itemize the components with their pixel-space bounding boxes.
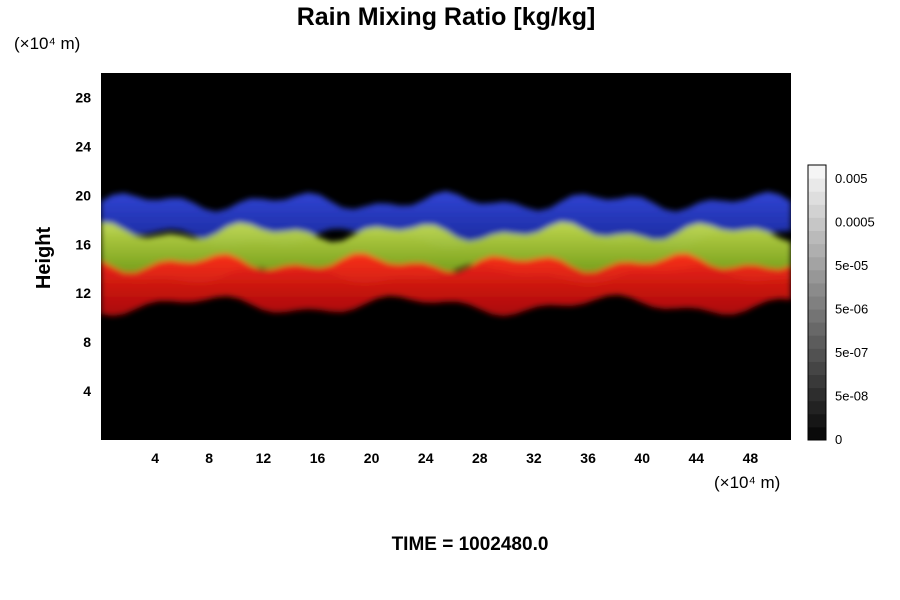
x-tick-label: 36 <box>580 450 596 466</box>
colorbar-swatch <box>808 309 826 323</box>
colorbar-swatch <box>808 387 826 402</box>
x-tick-label: 44 <box>689 450 705 466</box>
x-tick-label: 8 <box>205 450 213 466</box>
colorbar-swatch <box>808 374 826 389</box>
colorbar-swatch <box>808 322 826 336</box>
colorbar-label: 5e-08 <box>835 389 868 404</box>
colorbar: 0.005 0.0005 5e-05 5e-06 5e-07 5e-08 0 <box>807 164 875 447</box>
colorbar-swatch <box>808 335 826 349</box>
x-tick-label: 4 <box>151 450 159 466</box>
colorbar-swatch <box>808 296 826 310</box>
y-tick-label: 12 <box>75 285 91 301</box>
y-tick-label: 28 <box>75 90 91 106</box>
colorbar-swatch <box>808 413 826 428</box>
field-layers <box>101 191 791 317</box>
x-tick-label: 24 <box>418 450 434 466</box>
x-axis: 4 8 12 16 20 24 28 32 36 40 44 48 <box>151 450 758 466</box>
y-tick-label: 8 <box>83 334 91 350</box>
chart-title: Rain Mixing Ratio [kg/kg] <box>297 3 596 31</box>
colorbar-swatch <box>808 230 826 245</box>
colorbar-frame <box>807 164 827 441</box>
colorbar-swatch <box>808 178 826 192</box>
layer-lower <box>101 253 791 317</box>
colorbar-swatch <box>808 256 826 271</box>
colorbar-label: 0.005 <box>835 171 868 186</box>
x-tick-label: 28 <box>472 450 488 466</box>
colorbar-swatch <box>808 269 826 284</box>
colorbar-swatch <box>808 243 826 258</box>
colorbar-swatch <box>808 400 826 415</box>
x-tick-label: 12 <box>256 450 272 466</box>
colorbar-label: 5e-05 <box>835 258 868 273</box>
x-tick-label: 16 <box>310 450 326 466</box>
colorbar-swatch <box>808 165 826 179</box>
y-tick-label: 16 <box>75 236 91 252</box>
x-tick-label: 20 <box>364 450 380 466</box>
x-tick-label: 48 <box>743 450 759 466</box>
y-tick-label: 24 <box>75 138 91 154</box>
colorbar-swatch <box>808 191 826 205</box>
colorbar-swatch <box>808 204 826 218</box>
colorbar-label: 0 <box>835 432 842 447</box>
colorbar-label: 5e-06 <box>835 302 868 317</box>
y-axis-label: Height <box>33 227 55 290</box>
x-unit-label: (×10⁴ m) <box>714 473 780 492</box>
y-axis: 4 8 12 16 20 24 28 <box>75 90 91 400</box>
y-tick-label: 4 <box>83 383 91 399</box>
colorbar-swatch <box>808 348 826 362</box>
x-tick-label: 32 <box>526 450 542 466</box>
time-label: TIME = 1002480.0 <box>392 534 549 555</box>
colorbar-swatch <box>808 217 826 231</box>
y-unit-label: (×10⁴ m) <box>14 34 80 53</box>
y-tick-label: 20 <box>75 187 91 203</box>
colorbar-swatch <box>808 361 826 375</box>
x-tick-label: 40 <box>634 450 650 466</box>
colorbar-swatch <box>808 282 826 297</box>
colorbar-label: 0.0005 <box>835 215 875 230</box>
colorbar-label: 5e-07 <box>835 345 868 360</box>
colorbar-swatch <box>808 426 826 441</box>
